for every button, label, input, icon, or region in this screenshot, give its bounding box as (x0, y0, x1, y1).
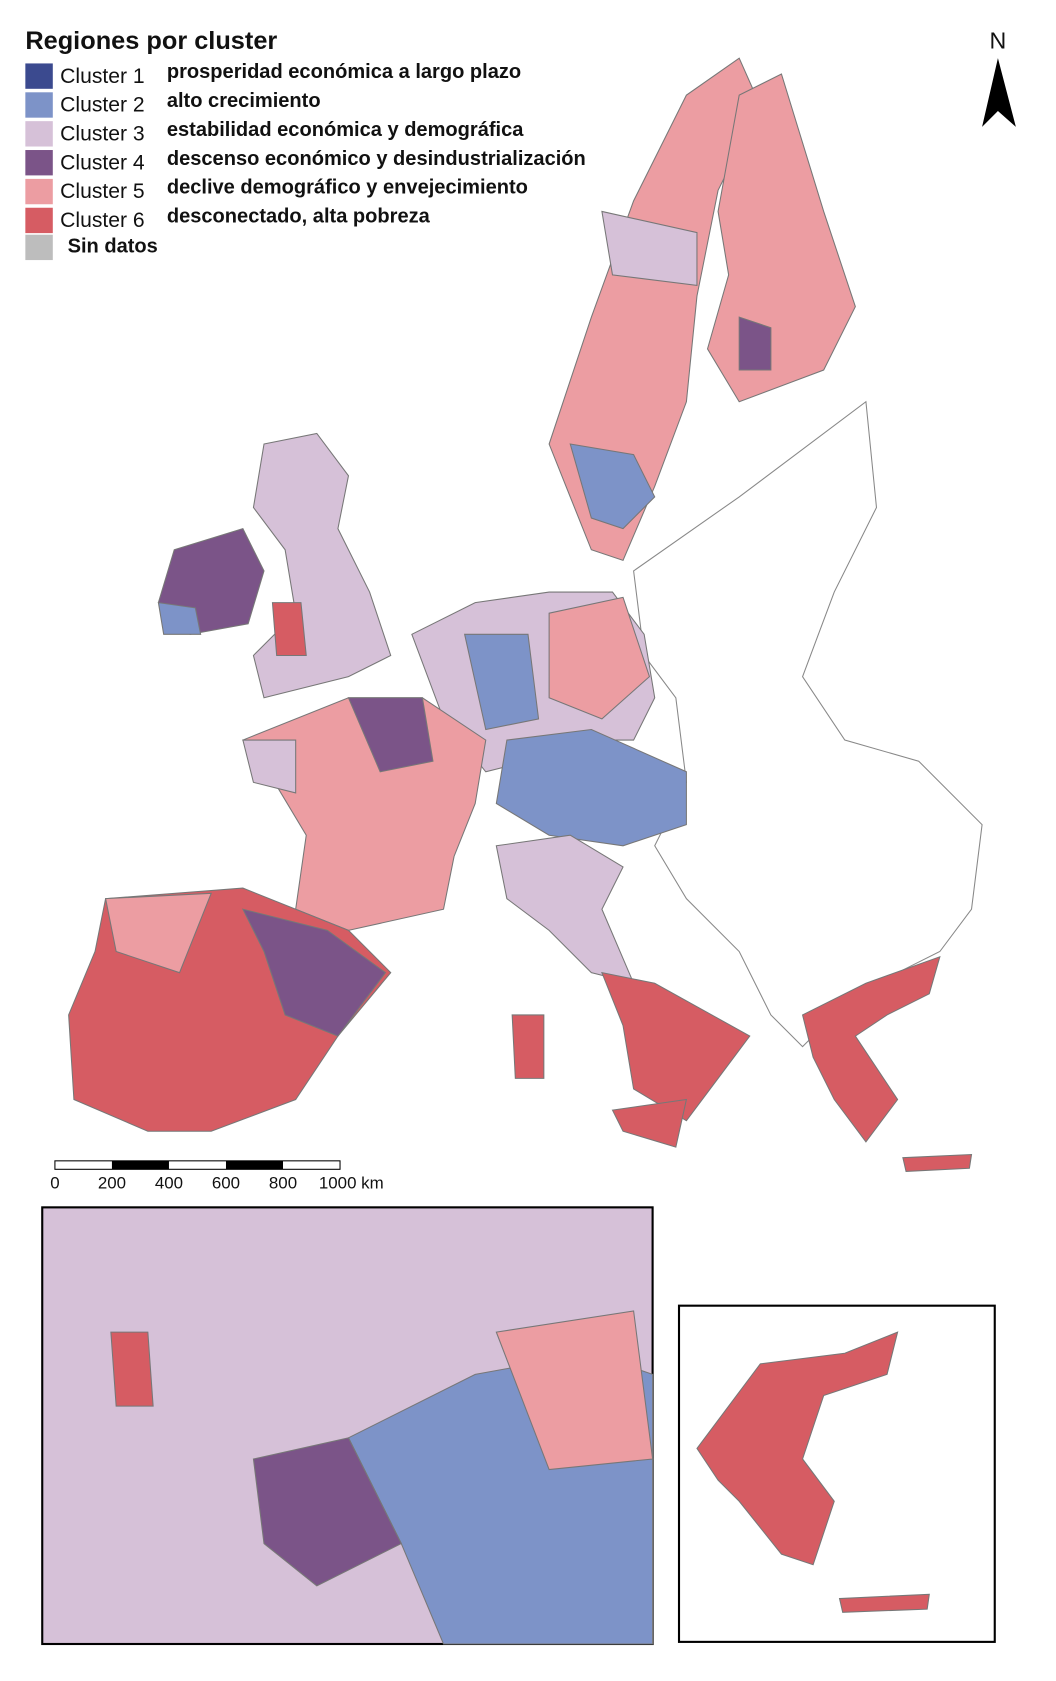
legend-label: Cluster 6 (60, 209, 144, 232)
scale-label: 200 (98, 1174, 126, 1193)
legend-swatch (25, 178, 53, 205)
legend-swatch (25, 92, 53, 118)
legend-label: Cluster 4 (60, 151, 145, 174)
legend: Cluster 1 prosperidad económica a largo p… (25, 61, 586, 261)
legend-swatch (25, 234, 53, 261)
scale-bar: 0 200 400 600 800 1000 km (50, 1174, 383, 1193)
legend-swatch (25, 207, 53, 234)
legend-title: Regiones por cluster (25, 27, 277, 55)
legend-label: Cluster 5 (60, 180, 144, 203)
scale-label: 1000 km (319, 1174, 384, 1193)
scale-label: 800 (269, 1174, 297, 1193)
north-label: N (990, 27, 1007, 53)
map-shapes (41, 57, 1016, 1646)
legend-description: estabilidad económica y demográfica (167, 119, 524, 141)
scale-label: 0 (50, 1174, 59, 1193)
legend-label: Sin datos (68, 236, 158, 258)
scale-label: 600 (212, 1174, 240, 1193)
legend-label: Cluster 2 (60, 94, 144, 117)
legend-label: Cluster 1 (60, 65, 144, 88)
legend-description: alto crecimiento (167, 90, 321, 112)
legend-description: descenso económico y desindustrializació… (167, 148, 586, 170)
legend-description: desconectado, alta pobreza (167, 206, 431, 228)
legend-swatch (25, 121, 53, 147)
legend-swatch (25, 150, 53, 176)
legend-description: declive demográfico y envejecimiento (167, 177, 528, 199)
scale-label: 400 (155, 1174, 183, 1193)
legend-label: Cluster 3 (60, 122, 144, 145)
legend-swatch (25, 63, 53, 89)
legend-description: prosperidad económica a largo plazo (167, 61, 521, 83)
